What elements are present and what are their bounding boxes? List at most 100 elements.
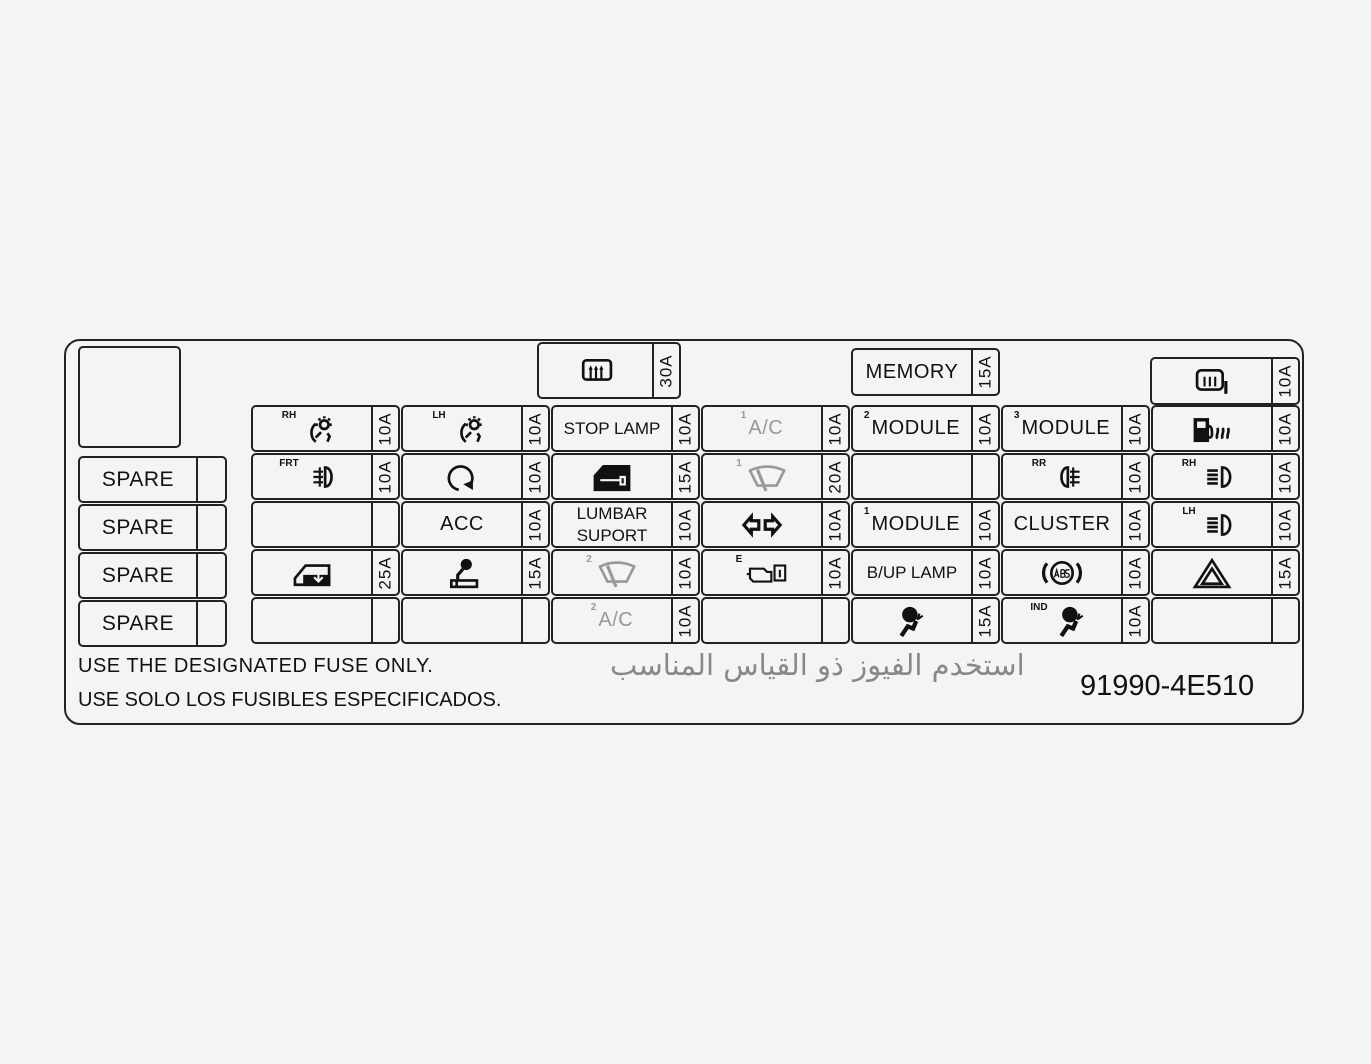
fuse-slot[interactable]: RH 10A [251,405,400,452]
fuse-rating: 10A [1275,364,1295,398]
fuse-slot[interactable]: CLUSTER 10A [1001,501,1150,548]
fuse-slot[interactable] [251,501,400,548]
fuse-slot[interactable]: 10A [701,501,850,548]
fuse-label: RH [253,407,373,450]
fuse-label: 1 [703,455,823,498]
fuse-slot[interactable]: 10A [1151,405,1300,452]
mirror-heater-icon [1195,369,1227,394]
fuse-label [403,551,523,594]
fuse-slot[interactable] [401,597,550,644]
fuse-slot[interactable]: 15A [401,549,550,596]
fuse-slot[interactable]: 15A [551,453,700,500]
fuse-superscript: 2 [590,602,597,613]
fuel-heater-icon [1193,417,1230,442]
fuse-rating: 10A [675,507,695,542]
rotation-arrow-icon [447,464,474,491]
fuse-rating: 10A [1125,411,1145,446]
fuse-slot[interactable]: B/UP LAMP 10A [851,549,1000,596]
fuse-slot[interactable]: 1 MODULE 10A [851,501,1000,548]
fuse-slot[interactable]: FRT 10A [251,453,400,500]
fuse-slot[interactable] [1151,597,1300,644]
fuse-label: SPARE [80,602,198,645]
fuse-label-text: MODULE [1021,417,1111,439]
fuse-label [403,455,523,498]
fuse-rating: 10A [1125,507,1145,542]
door-lock-icon [593,464,631,491]
fuse-label [1153,551,1273,594]
footer-arabic: استخدم الفيوز ذو القياس المناسب [610,648,1025,682]
fuse-label: RH [1153,455,1273,498]
blank-square [78,346,181,448]
fuse-label [539,344,654,397]
fuse-rating [1273,599,1298,642]
fuse-slot[interactable]: LH 10A [1151,501,1300,548]
fuse-label: LUMBAR SUPORT [553,503,673,546]
fuse-rating [523,599,548,642]
fuse-label: LH [403,407,523,450]
rear-defroster-icon [581,358,612,381]
fuse-rating: 10A [375,459,395,494]
fuse-label-text: STOP LAMP [563,418,661,438]
footer-spanish: USE SOLO LOS FUSIBLES ESPECIFICADOS. [78,689,502,711]
fuse-slot[interactable]: E 10A [701,549,850,596]
fuse-slot[interactable]: 1 20A [701,453,850,500]
fuse-label-text: B/UP LAMP [866,562,958,582]
fuse-slot[interactable]: RH 10A [1151,453,1300,500]
fuse-slot[interactable]: 15A [1151,549,1300,596]
airbag-icon [899,606,924,637]
fuse-label [703,503,823,546]
fuse-label-text: SPARE [101,612,175,635]
fuse-slot[interactable]: 2 A/C 10A [551,597,700,644]
fuse-rating: 10A [675,555,695,590]
fuse-slot[interactable]: 2 MODULE 10A [851,405,1000,452]
fuse-slot[interactable]: LH 10A [401,405,550,452]
fuse-slot[interactable] [701,597,850,644]
fuse-rating: 10A [675,603,695,638]
fuse-rating [200,554,225,597]
fuse-rating: 15A [675,459,695,494]
fuse-rating: 10A [1275,507,1295,542]
fuse-label-text: CLUSTER [1013,513,1111,535]
fuse-rating: 10A [375,411,395,446]
fuse-label: 1 MODULE [853,503,973,546]
fuse-slot[interactable]: STOP LAMP 10A [551,405,700,452]
fuse-slot[interactable]: 10A [401,453,550,500]
fuse-slot[interactable]: ACC 10A [401,501,550,548]
fuse-slot[interactable]: RR 10A [1001,453,1150,500]
fuse-label: B/UP LAMP [853,551,973,594]
fuse-superscript: 1 [736,458,742,469]
fuse-rating: 10A [1275,411,1295,446]
top-fuse[interactable]: MEMORY 15A [851,348,1000,396]
fuse-slot[interactable] [251,597,400,644]
fuse-rating: 15A [975,355,995,389]
fuse-slot[interactable]: LUMBAR SUPORT 10A [551,501,700,548]
fuse-superscript: 3 [1013,410,1020,421]
fuse-slot[interactable]: 3 MODULE 10A [1001,405,1150,452]
fuse-slot[interactable]: 10A [1001,549,1150,596]
fuse-slot[interactable]: IND 10A [1001,597,1150,644]
fuse-label [853,455,973,498]
top-fuse[interactable]: 30A [537,342,681,399]
fuse-label: FRT [253,455,373,498]
spare-fuse[interactable]: SPARE [78,552,227,599]
fuse-rating: 10A [525,459,545,494]
spare-fuse[interactable]: SPARE [78,600,227,647]
fuse-slot[interactable] [851,453,1000,500]
spare-fuse[interactable]: SPARE [78,456,227,503]
fuse-superscript: RR [1031,458,1047,469]
fuse-slot[interactable]: 2 10A [551,549,700,596]
wiper-icon [597,560,636,587]
spare-fuse[interactable]: SPARE [78,504,227,551]
fuse-label-text: SPARE [101,564,175,587]
fuse-label [253,551,373,594]
fuse-slot[interactable]: 15A [851,597,1000,644]
fuse-label: SPARE [80,554,198,597]
top-fuse[interactable]: 10A [1150,357,1300,405]
fuse-slot[interactable]: 25A [251,549,400,596]
fuse-label [253,503,373,546]
front-fog-lamp-icon [313,465,333,488]
fuse-rating: 10A [1125,459,1145,494]
fuse-label: ACC [403,503,523,546]
fuse-slot[interactable]: 1 A/C 10A [701,405,850,452]
fuse-superscript: 1 [740,410,747,421]
